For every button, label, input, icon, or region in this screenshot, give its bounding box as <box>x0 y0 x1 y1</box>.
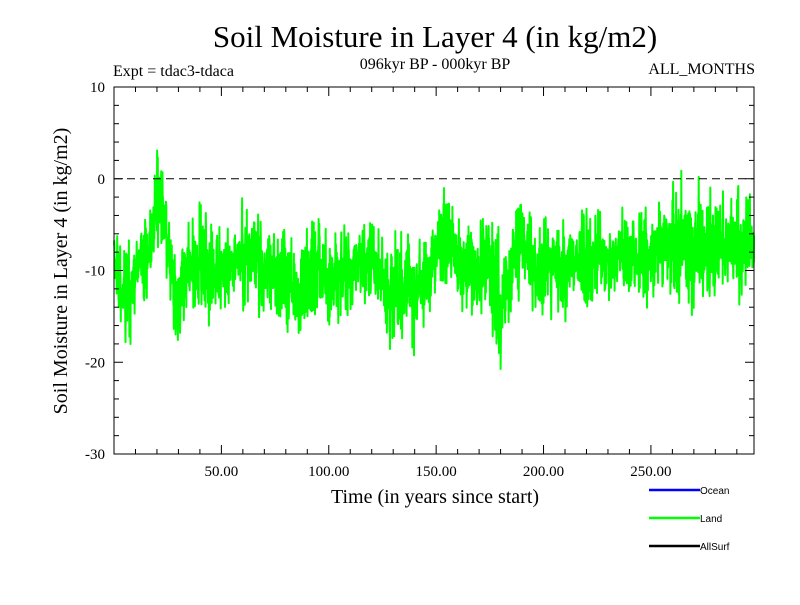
legend-label: AllSurf <box>700 542 730 553</box>
legend-label: Ocean <box>700 486 729 497</box>
period-label: ALL_MONTHS <box>648 61 755 78</box>
x-tick-label: 100.00 <box>308 464 349 480</box>
x-tick-label: 200.00 <box>523 464 564 480</box>
legend-label: Land <box>700 514 722 525</box>
x-tick-label: 150.00 <box>416 464 457 480</box>
y-tick-label: -30 <box>85 447 105 463</box>
y-tick-label: -20 <box>85 355 105 371</box>
x-axis-title: Time (in years since start) <box>331 486 539 508</box>
y-tick-label: 10 <box>90 80 105 96</box>
axes: 50.00 100.00 150.00 200.00 250.00 10 0 -10 -20 -3… <box>85 80 755 480</box>
plot-area <box>113 149 755 370</box>
x-tick-label: 250.00 <box>630 464 671 480</box>
experiment-label: Expt = tdac3-tdaca <box>113 63 234 80</box>
chart-title: Soil Moisture in Layer 4 (in kg/m2) <box>213 19 657 54</box>
series-line-land <box>113 149 755 370</box>
y-axis-title: Soil Moisture in Layer 4 (in kg/m2) <box>50 128 72 415</box>
legend-item-ocean: Ocean <box>649 486 729 497</box>
x-tick-label: 50.00 <box>205 464 239 480</box>
legend: Ocean Land AllSurf <box>649 486 730 553</box>
y-tick-label: 0 <box>98 172 106 188</box>
y-tick-label: -10 <box>85 264 105 280</box>
legend-item-allsurf: AllSurf <box>649 542 730 553</box>
chart-subtitle: 096kyr BP - 000kyr BP <box>360 56 511 73</box>
legend-item-land: Land <box>649 514 722 525</box>
